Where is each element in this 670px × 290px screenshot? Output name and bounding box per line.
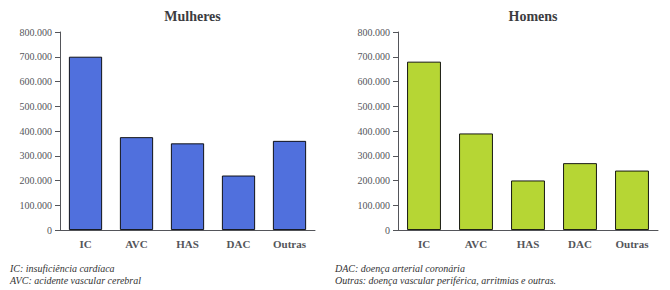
svg-text:800.000: 800.000 [20,27,53,38]
svg-text:600.000: 600.000 [20,76,53,87]
svg-text:Outras: Outras [616,238,650,250]
svg-text:700.000: 700.000 [20,51,53,62]
svg-text:400.000: 400.000 [20,126,53,137]
svg-text:400.000: 400.000 [358,126,391,137]
svg-text:AVC: AVC [125,238,147,250]
svg-text:500.000: 500.000 [358,101,391,112]
svg-text:Outras: doença vascular perifé: Outras: doença vascular periférica, arri… [335,275,556,286]
svg-text:DAC: doença arterial coronária: DAC: doença arterial coronária [334,263,465,274]
svg-text:100.000: 100.000 [358,200,391,211]
svg-text:0: 0 [385,225,390,236]
svg-text:700.000: 700.000 [358,51,391,62]
svg-text:0: 0 [47,225,52,236]
svg-text:600.000: 600.000 [358,76,391,87]
svg-text:500.000: 500.000 [20,101,53,112]
svg-text:HAS: HAS [517,238,540,250]
svg-text:300.000: 300.000 [358,150,391,161]
svg-text:Outras: Outras [273,238,307,250]
svg-text:DAC: DAC [227,238,251,250]
svg-text:IC: IC [418,238,430,250]
svg-text:AVC: acidente vascular cerebra: AVC: acidente vascular cerebral [9,275,141,286]
svg-text:300.000: 300.000 [20,150,53,161]
svg-text:DAC: DAC [568,238,592,250]
svg-text:800.000: 800.000 [358,27,391,38]
svg-text:200.000: 200.000 [20,175,53,186]
svg-text:IC: IC [79,238,91,250]
svg-text:HAS: HAS [176,238,199,250]
svg-text:200.000: 200.000 [358,175,391,186]
svg-text:100.000: 100.000 [20,200,53,211]
svg-text:AVC: AVC [465,238,487,250]
svg-text:IC: insuficiência cardíaca: IC: insuficiência cardíaca [9,263,115,274]
svg-text:Mulheres: Mulheres [164,9,221,24]
svg-text:Homens: Homens [509,9,559,24]
